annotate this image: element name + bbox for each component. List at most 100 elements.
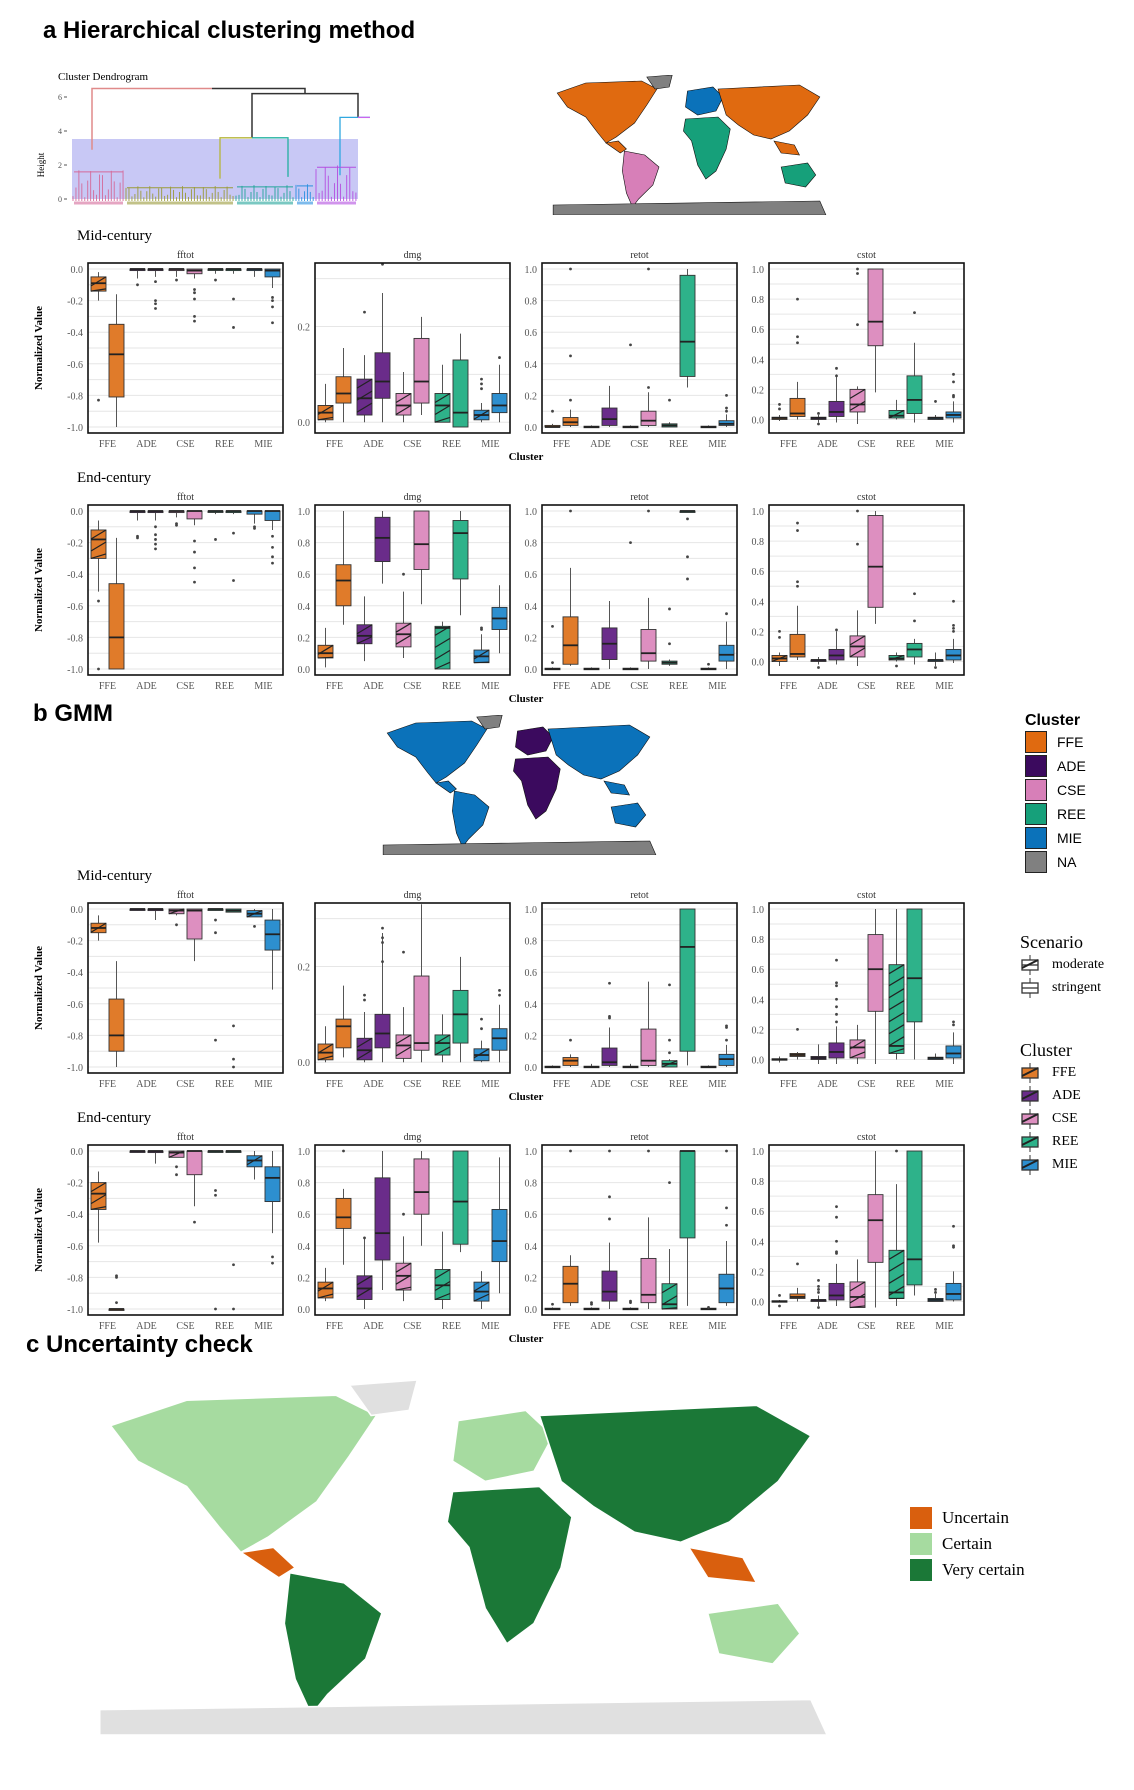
moderate-box (434, 625, 451, 670)
panel-frame (541, 504, 738, 676)
stringent-box (679, 908, 696, 1052)
stringent-box (906, 375, 923, 414)
region-au (706, 1602, 802, 1665)
outlier-point (253, 924, 256, 928)
outlier-point (97, 667, 100, 671)
outlier-point (895, 664, 898, 668)
stringent-box (640, 629, 657, 662)
legend-swatch (1025, 851, 1047, 873)
stringent-box (789, 633, 806, 658)
x-tick-label: CSE (403, 439, 421, 450)
x-tick-label: FFE (780, 1321, 797, 1332)
panel-title: cstot (857, 492, 876, 503)
region-gl (646, 74, 673, 90)
outlier-point (856, 509, 859, 513)
x-tick-label: REE (669, 681, 688, 692)
outlier-point (271, 305, 274, 309)
x-tick-label: MIE (254, 1321, 272, 1332)
outlier-point (193, 580, 196, 584)
outlier-point (214, 1193, 217, 1197)
x-tick-label: MIE (481, 1079, 499, 1090)
outlier-point (551, 624, 554, 628)
y-tick-label: -0.6 (67, 360, 83, 371)
x-tick-label: ADE (817, 439, 838, 450)
outlier-point (214, 918, 217, 922)
legend-cluster-title: Cluster (1025, 712, 1081, 729)
hatch-line (90, 288, 107, 292)
x-tick-label: ADE (817, 1321, 838, 1332)
panel-title: cstot (857, 250, 876, 261)
panel-title: dmg (404, 250, 422, 261)
legend-label: NA (1057, 854, 1077, 870)
y-tick-label: 0.0 (71, 905, 84, 916)
y-tick-label: 0.6 (525, 1210, 538, 1221)
stringent-box (828, 1282, 845, 1301)
hatch-line (888, 1012, 905, 1023)
stringent-box (335, 564, 352, 607)
dendrogram-branch (219, 137, 252, 179)
panel-frame (768, 262, 965, 434)
x-tick-label: REE (215, 1321, 234, 1332)
panel-frame (768, 902, 965, 1074)
outlier-point (232, 531, 235, 535)
x-axis-label: Cluster (509, 693, 544, 702)
outlier-point (271, 321, 274, 325)
region-eu (685, 86, 724, 116)
y-tick-label: 1.0 (525, 265, 538, 276)
panel-retot: retot 0.0 0.2 0.4 0.6 0.8 1.0 FFE ADE CSE REE MIE (525, 890, 738, 1090)
stringent-box (108, 583, 125, 670)
outlier-point (608, 1195, 611, 1199)
region-sea (773, 140, 800, 156)
hatch-line (395, 1286, 412, 1291)
legend-uncertainty: Uncertain Certain Very certain (910, 1505, 1025, 1583)
legend-box-icon (1021, 954, 1039, 975)
y-tick-label: 0.8 (298, 539, 311, 550)
outlier-point (817, 1291, 820, 1294)
stringent-box (186, 1150, 203, 1176)
y-tick-label: -0.4 (67, 328, 83, 339)
outlier-point (778, 629, 781, 633)
stringent-box (867, 515, 884, 608)
y-tick-label: 0.8 (752, 537, 765, 548)
legend-box-icon (1021, 1085, 1039, 1106)
stringent-box (413, 1158, 430, 1215)
x-tick-label: REE (669, 439, 688, 450)
outlier-point (835, 1250, 838, 1254)
outlier-point (569, 509, 572, 513)
region-as (717, 84, 821, 140)
y-tick-label: 0.4 (525, 1000, 538, 1011)
stringent-box (601, 1270, 618, 1302)
y-tick-label: 0.0 (525, 423, 538, 434)
outlier-point (569, 267, 572, 271)
outlier-point (913, 619, 916, 623)
era-label-mid-a: Mid-century (77, 228, 152, 244)
hatch-line (317, 1043, 334, 1054)
stringent-box (452, 359, 469, 428)
outlier-point (725, 1206, 728, 1210)
hatch-line (90, 1194, 107, 1205)
outlier-point (381, 960, 384, 964)
outlier-point (952, 623, 955, 627)
cluster-map-gmm (375, 714, 660, 856)
legend-item-mie: MIE (1025, 826, 1130, 850)
x-tick-label: REE (442, 681, 461, 692)
y-tick-label: 0.2 (752, 1025, 765, 1036)
y-tick-label: 1.0 (752, 507, 765, 518)
legend-uncertainty-item: Very certain (910, 1557, 1025, 1583)
outlier-point (647, 1149, 650, 1153)
y-tick-label: 0.4 (298, 1242, 311, 1253)
legend-label: CSE (1052, 1110, 1078, 1126)
outlier-point (952, 394, 955, 397)
stringent-box (945, 1045, 962, 1059)
outlier-point (498, 356, 501, 359)
outlier-point (952, 626, 955, 630)
stringent-box (452, 520, 469, 580)
stringent-box (679, 274, 696, 377)
hatch-line (849, 647, 866, 658)
dendrogram-branch (251, 92, 359, 138)
panel-frame (314, 262, 511, 434)
y-tick-label: 0.8 (525, 937, 538, 948)
panel-frame (541, 1144, 738, 1316)
outlier-point (835, 984, 838, 988)
panel-cstot: cstot 0.0 0.2 0.4 0.6 0.8 1.0 FFE ADE CSE REE MIE (752, 1132, 965, 1332)
